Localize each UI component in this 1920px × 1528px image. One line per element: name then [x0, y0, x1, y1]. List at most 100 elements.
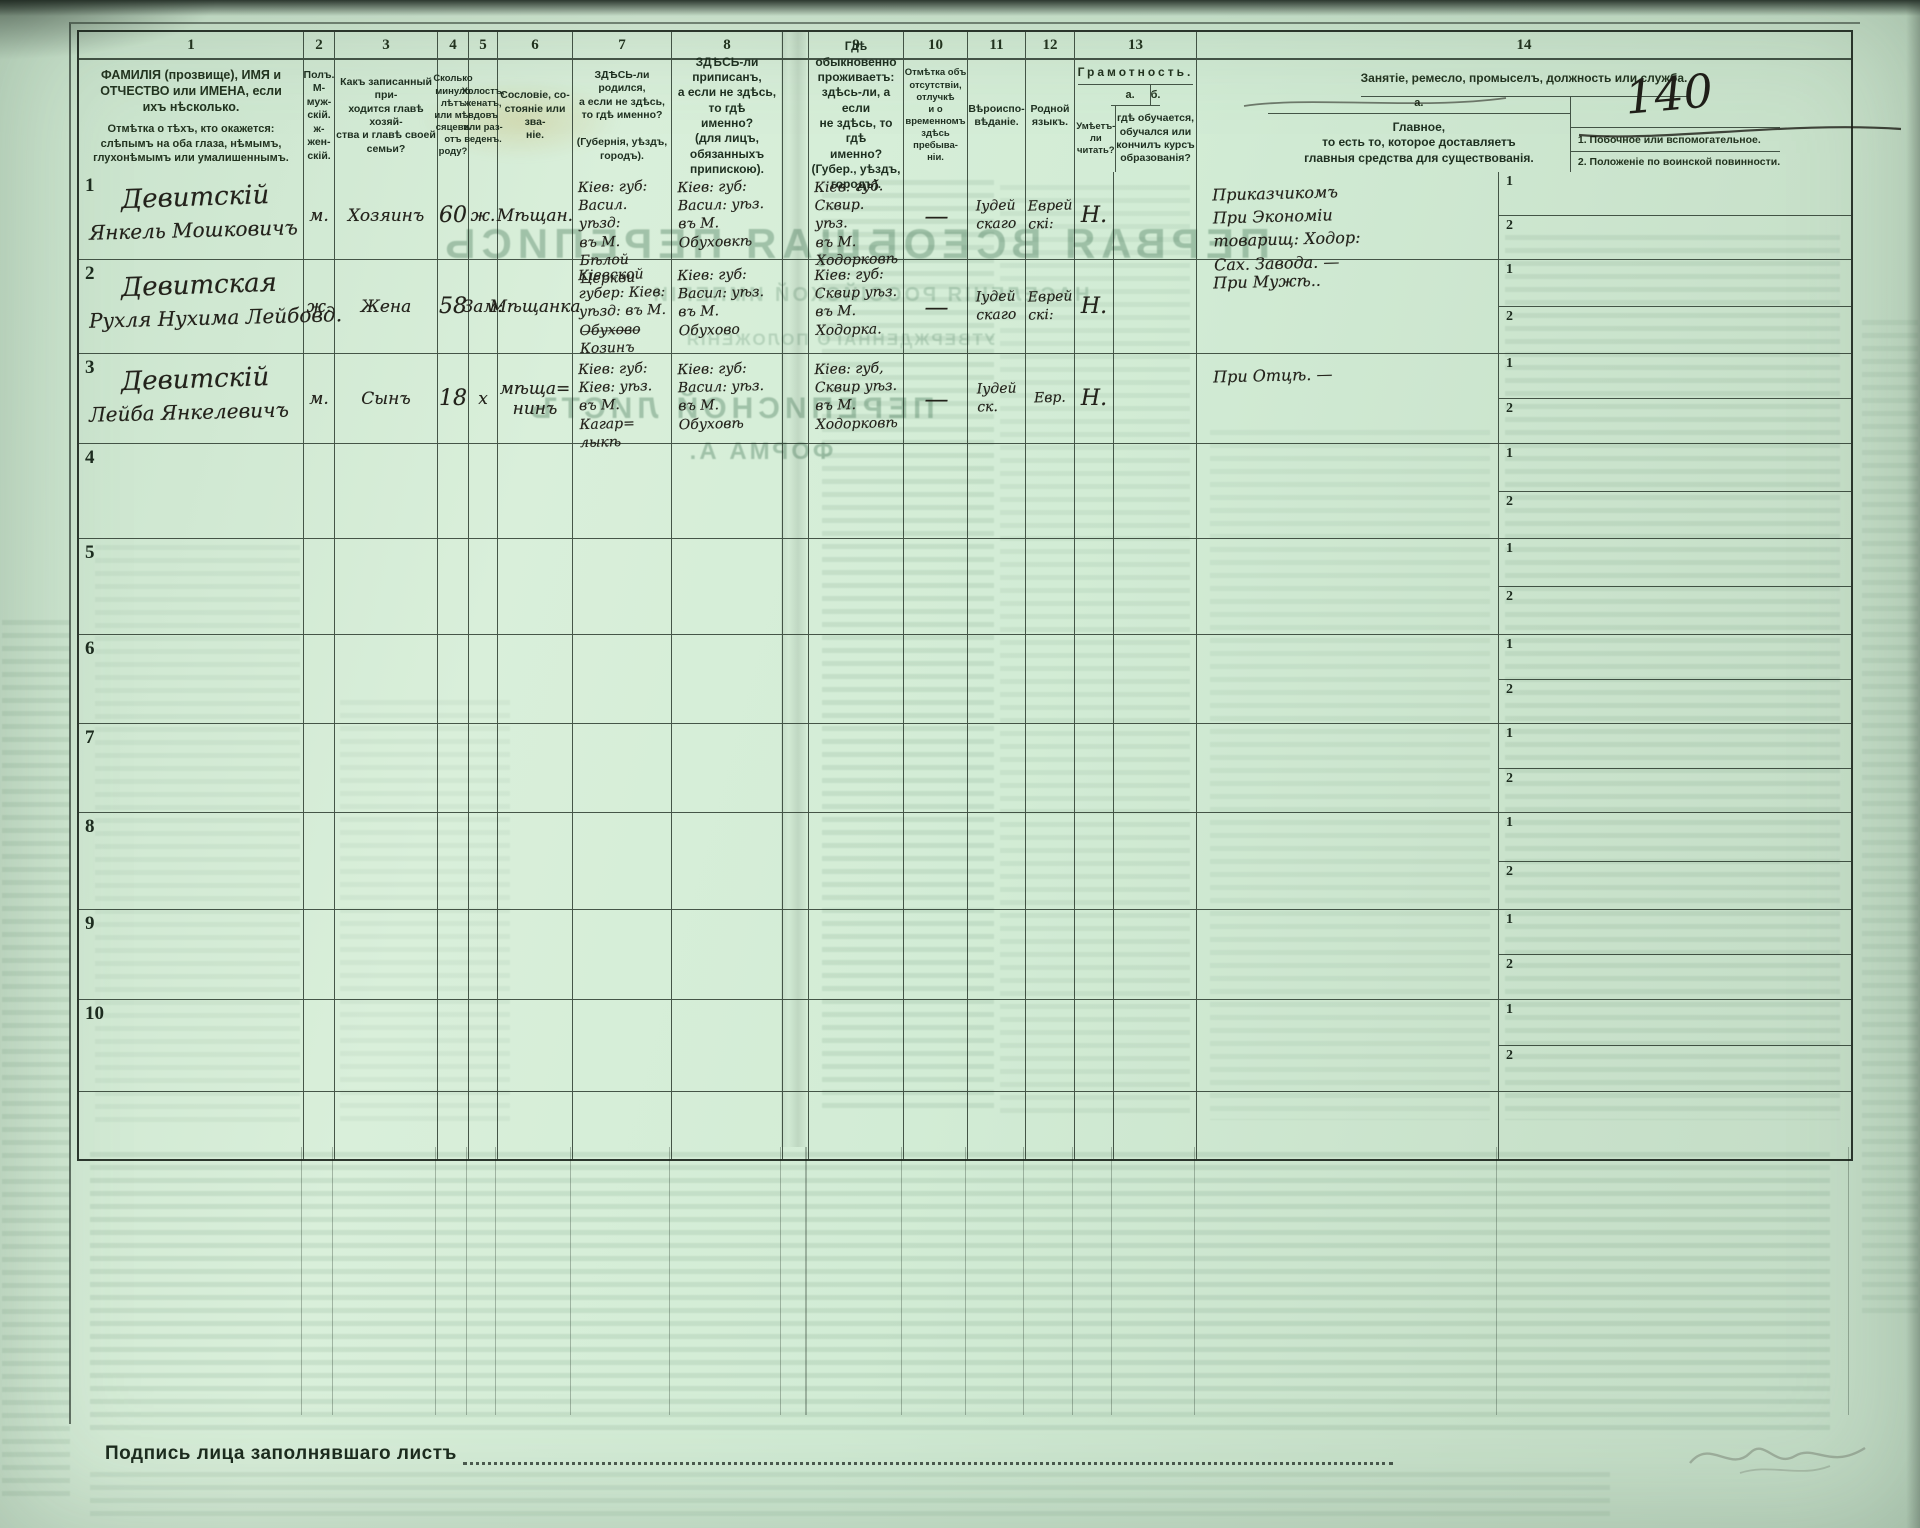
- col-number-3: 3: [335, 32, 438, 58]
- cell-estate: [498, 1000, 573, 1091]
- handwritten-residence: [809, 443, 903, 451]
- row-number: 8: [85, 816, 95, 837]
- cell-marital-status: ж.: [469, 172, 498, 259]
- cell-language: [1026, 813, 1075, 909]
- cell-religion: [968, 635, 1026, 723]
- binding-fold: [783, 910, 808, 999]
- header-literacy-a-label: а.: [1111, 85, 1151, 105]
- cell-age: 18: [438, 354, 469, 443]
- cell-estate: Мѣщанка: [489, 260, 581, 353]
- handwritten-birthplace: Кіев: губ: Кіев: уѣз. въ М. Кагар= лыкѣ: [577, 360, 653, 451]
- cell-name: 3 Девитскій Лейба Янкелевичъ: [79, 354, 304, 443]
- table-header: ФАМИЛІЯ (прозвище), ИМЯ и ОТЧЕСТВО или И…: [79, 39, 1901, 191]
- cell-literacy-education: [1114, 260, 1197, 353]
- cell-absence-note: [904, 539, 968, 634]
- cell-estate: [498, 813, 573, 909]
- header-sex: Полъ. М-муж- скій. ж-жен- скій.: [303, 68, 335, 162]
- cell-estate: [498, 635, 573, 723]
- cell-language: [1026, 444, 1075, 538]
- bleed-paragraph: [822, 180, 994, 1110]
- cell-literacy-education: [1114, 172, 1197, 259]
- subcell-military: 2: [1499, 1046, 1851, 1091]
- cell-residence: Кіев: губ: Сквир уѣз. въ М. Ходорка.: [808, 260, 904, 353]
- subcell-label-2: 2: [1506, 863, 1513, 879]
- subcell-side-occupation: 1: [1499, 813, 1851, 862]
- cell-registration: Кіев: губ: Васил: уѣз. въ М. Обухово: [672, 260, 783, 353]
- signature-dotted-line: [462, 1447, 1393, 1465]
- handwritten-given-names: Янкель Мошковичъ: [88, 215, 299, 245]
- signature-label: Подпись лица заполнявшаго листъ: [105, 1443, 457, 1464]
- handwritten-residence: [809, 538, 903, 546]
- header-occupation: Занятіе, ремесло, промыселъ, должность и…: [1197, 60, 1901, 172]
- handwritten-dash: —: [924, 292, 949, 321]
- cell-name: 5: [79, 539, 304, 634]
- handwritten-estate: мѣща= нинъ: [499, 378, 571, 419]
- cell-occupation-side-military: 1 2: [1499, 910, 1851, 999]
- handwritten-registration: [672, 538, 782, 547]
- cell-relation: Хозяинъ: [335, 172, 438, 259]
- cell-literacy-education: [1114, 539, 1197, 634]
- col-number-8: 8: [672, 32, 783, 58]
- handwritten-given-names: [89, 642, 303, 648]
- cell-literacy-read: Н.: [1075, 172, 1114, 259]
- cell-sex: [304, 724, 335, 812]
- cell-birthplace: [573, 813, 672, 909]
- handwritten-language: Еврей скі:: [1027, 197, 1073, 234]
- handwritten-estate: Мѣщанка: [489, 296, 581, 317]
- row-number: 10: [85, 1003, 104, 1024]
- cell-language: [1026, 724, 1075, 812]
- subcell-label-2: 2: [1506, 309, 1513, 324]
- cell-name: 10: [79, 1000, 304, 1091]
- handwritten-religion: Іудей скаго: [976, 288, 1017, 325]
- cell-marital-status: [469, 813, 498, 909]
- cell-occupation-main: [1197, 539, 1499, 634]
- binding-fold: [783, 260, 808, 353]
- cell-name: 2 Девитская Рухля Нухима Лейбовд.: [79, 260, 343, 353]
- handwritten-birthplace: [573, 634, 671, 643]
- cell-occupation-main: [1197, 724, 1499, 812]
- handwritten-relation: Жена: [360, 296, 412, 317]
- handwritten-estate: Мѣщан.: [496, 205, 574, 226]
- binding-fold: [783, 1000, 808, 1091]
- header-literacy-b-label: б.: [1150, 89, 1161, 101]
- cell-occupation-main: [1197, 1000, 1499, 1091]
- binding-fold: [783, 60, 808, 172]
- cell-relation: [335, 724, 438, 812]
- cell-religion: Іудей ск.: [968, 354, 1026, 443]
- cell-relation: [335, 813, 438, 909]
- header-marital: Холостъ, женатъ, вдовъ или раз- веденъ.: [461, 85, 505, 146]
- cell-age: [438, 724, 469, 812]
- handwritten-age: 60: [439, 203, 467, 228]
- handwritten-surname: [121, 820, 303, 826]
- cell-literacy-read: Н.: [1075, 354, 1114, 443]
- handwritten-given-names: Рухля Нухима Лейбовд.: [88, 302, 343, 333]
- cell-birthplace: Кіев: губ: Кіев: уѣз. въ М. Кагар= лыкѣ: [573, 354, 672, 451]
- cell-language: [1026, 635, 1075, 723]
- signature-row: Подпись лица заполнявшаго листъ: [105, 1443, 1393, 1465]
- table-row: 2 Девитская Рухля Нухима Лейбовд. ж. Жен…: [79, 260, 1851, 357]
- cell-age: [438, 1000, 469, 1091]
- handwritten-surname: [121, 546, 303, 552]
- handwritten-surname: Девитская: [120, 267, 278, 304]
- subcell-side-occupation: 1: [1499, 444, 1851, 492]
- cell-literacy-education: [1114, 354, 1197, 443]
- cell-literacy-education: [1114, 910, 1197, 999]
- cell-religion: Іудей скаго: [968, 260, 1026, 353]
- col-number-11: 11: [968, 32, 1026, 58]
- cell-sex: м.: [304, 172, 335, 259]
- cell-literacy-read: [1075, 724, 1114, 812]
- col-number-10: 10: [904, 32, 968, 58]
- handwritten-registration: [672, 723, 782, 732]
- cell-occupation-side-military: 1 2: [1499, 444, 1851, 538]
- bleed-paragraph: [90, 1472, 1610, 1522]
- cell-literacy-read: [1075, 1000, 1114, 1091]
- binding-fold: [783, 354, 808, 443]
- header-residence: Гдѣ обыкновенно проживаетъ: здѣсь-ли, а …: [811, 39, 901, 192]
- cell-age: [438, 813, 469, 909]
- cell-occupation-side-military: 1 2: [1499, 354, 1851, 443]
- cell-absence-note: [904, 724, 968, 812]
- col-number-2: 2: [304, 32, 335, 58]
- cell-relation: [335, 635, 438, 723]
- cell-registration: Кіев: губ: Васил: уѣз. въ М. Обуховкѣ: [672, 172, 783, 259]
- cell-registration: [672, 1000, 783, 1091]
